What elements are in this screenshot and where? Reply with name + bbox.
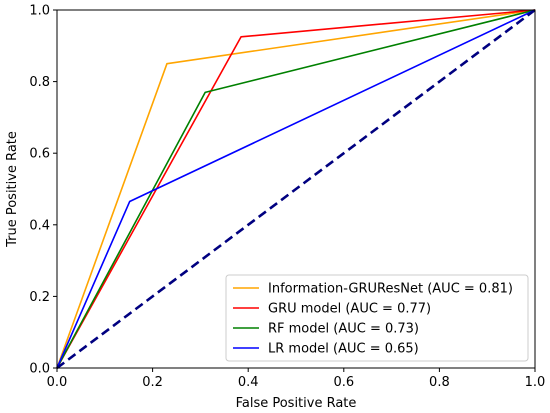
x-axis-label: False Positive Rate (236, 396, 357, 411)
series-line-2 (56, 9, 536, 369)
y-tick-label: 0.4 (29, 218, 50, 233)
legend-frame (225, 274, 529, 362)
series-line-0 (56, 9, 536, 369)
x-tick-label: 0.0 (47, 375, 68, 390)
x-axis-ticks: 0.0 0.2 0.4 0.6 0.8 1.0 (47, 368, 546, 390)
legend-label: Information-GRUResNet (AUC = 0.81) (268, 282, 513, 297)
plot-frame (56, 9, 536, 369)
y-axis-ticks: 0.0 0.2 0.4 0.6 0.8 1.0 (29, 4, 57, 377)
legend-label: LR model (AUC = 0.65) (268, 342, 419, 357)
x-tick-label: 0.4 (238, 375, 259, 390)
plot-lines (56, 8, 536, 370)
legend-label: GRU model (AUC = 0.77) (268, 302, 431, 317)
y-tick-label: 0.8 (29, 75, 50, 90)
y-tick-label: 1.0 (29, 4, 50, 19)
y-tick-label: 0.6 (29, 147, 50, 162)
x-tick-label: 0.6 (333, 375, 354, 390)
x-tick-label: 0.8 (429, 375, 450, 390)
x-tick-label: 0.2 (142, 375, 163, 390)
x-tick-label: 1.0 (525, 375, 546, 390)
legend: Information-GRUResNet (AUC = 0.81) GRU mo… (225, 274, 529, 362)
y-tick-label: 0.0 (29, 362, 50, 377)
chance-reference-line (56, 8, 536, 370)
series-line-3 (56, 9, 536, 369)
y-axis-label: True Positive Rate (5, 131, 20, 248)
legend-label: RF model (AUC = 0.73) (268, 322, 419, 337)
y-tick-label: 0.2 (29, 290, 50, 305)
series-line-1 (56, 9, 536, 369)
